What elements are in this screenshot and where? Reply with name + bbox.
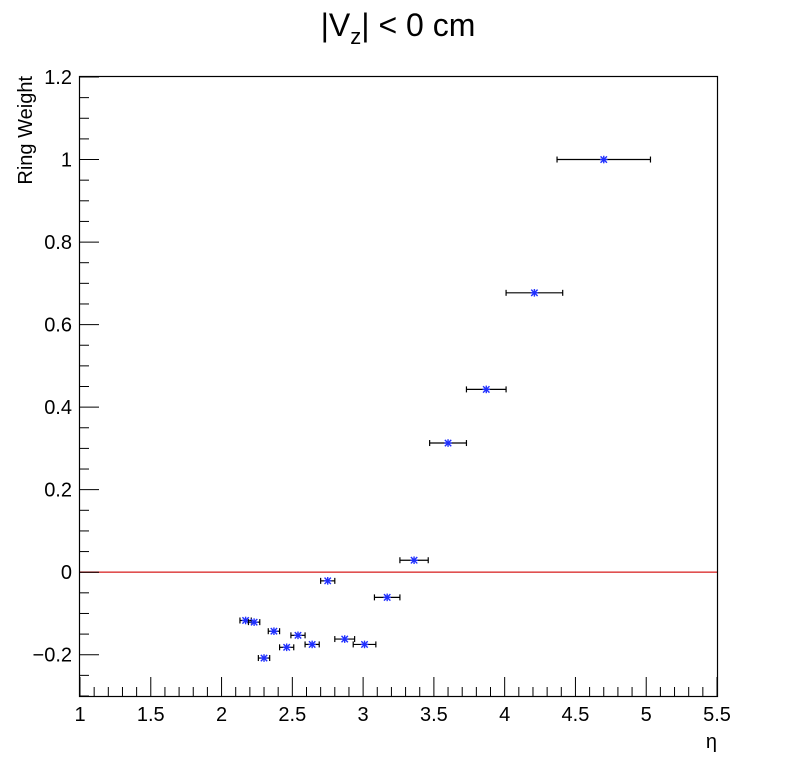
data-point	[320, 577, 336, 585]
chart-title-prefix: |V	[321, 7, 351, 43]
chart-title: |Vz| < 0 cm	[321, 7, 476, 49]
data-point	[429, 439, 468, 447]
x-tick-label: 3.5	[420, 704, 448, 726]
chart-title-subscript: z	[350, 24, 361, 49]
x-tick-label: 2	[216, 704, 227, 726]
data-point	[267, 627, 281, 636]
data-point	[257, 654, 271, 662]
data-point	[278, 643, 295, 652]
x-tick-label: 5	[641, 704, 652, 726]
x-tick-label: 3	[358, 704, 369, 726]
y-tick-label: 0.8	[44, 232, 72, 254]
x-tick-label: 1.5	[137, 704, 165, 726]
data-point	[352, 640, 377, 649]
data-points-layer	[239, 155, 652, 662]
chart-title-suffix: | < 0 cm	[361, 7, 475, 43]
y-axis-title: Ring Weight	[15, 76, 37, 185]
data-point	[239, 616, 252, 625]
plot-frame	[78, 75, 719, 698]
data-point	[556, 155, 652, 164]
data-point	[399, 556, 429, 565]
x-tick-label: 1	[74, 704, 85, 726]
data-point	[465, 385, 507, 394]
y-tick-label: 1	[61, 150, 72, 172]
y-tick-label: −0.2	[33, 645, 72, 667]
data-point	[334, 635, 356, 643]
y-tick-label: 0.6	[44, 315, 72, 337]
data-point	[290, 631, 306, 640]
x-axis-title: η	[706, 731, 717, 753]
y-tick-label: 1.2	[44, 67, 72, 89]
ticks-layer: 1 1.5 2 2.5 3 3.5 4 4.5 5 5.5 −0.2 0 0.2 0.4 0.6 0.8 1 1.…	[33, 67, 731, 726]
y-tick-label: 0.4	[44, 397, 72, 419]
y-tick-label: 0.2	[44, 480, 72, 502]
x-tick-label: 2.5	[278, 704, 306, 726]
x-tick-label: 4.5	[562, 704, 590, 726]
data-point	[247, 618, 261, 626]
data-point	[505, 289, 564, 297]
svg-text:|Vz| < 0 cm: |Vz| < 0 cm	[321, 7, 476, 49]
y-tick-label: 0	[61, 562, 72, 584]
x-tick-label: 5.5	[703, 704, 731, 726]
data-point	[304, 640, 320, 649]
data-point	[373, 593, 401, 602]
x-tick-label: 4	[499, 704, 510, 726]
